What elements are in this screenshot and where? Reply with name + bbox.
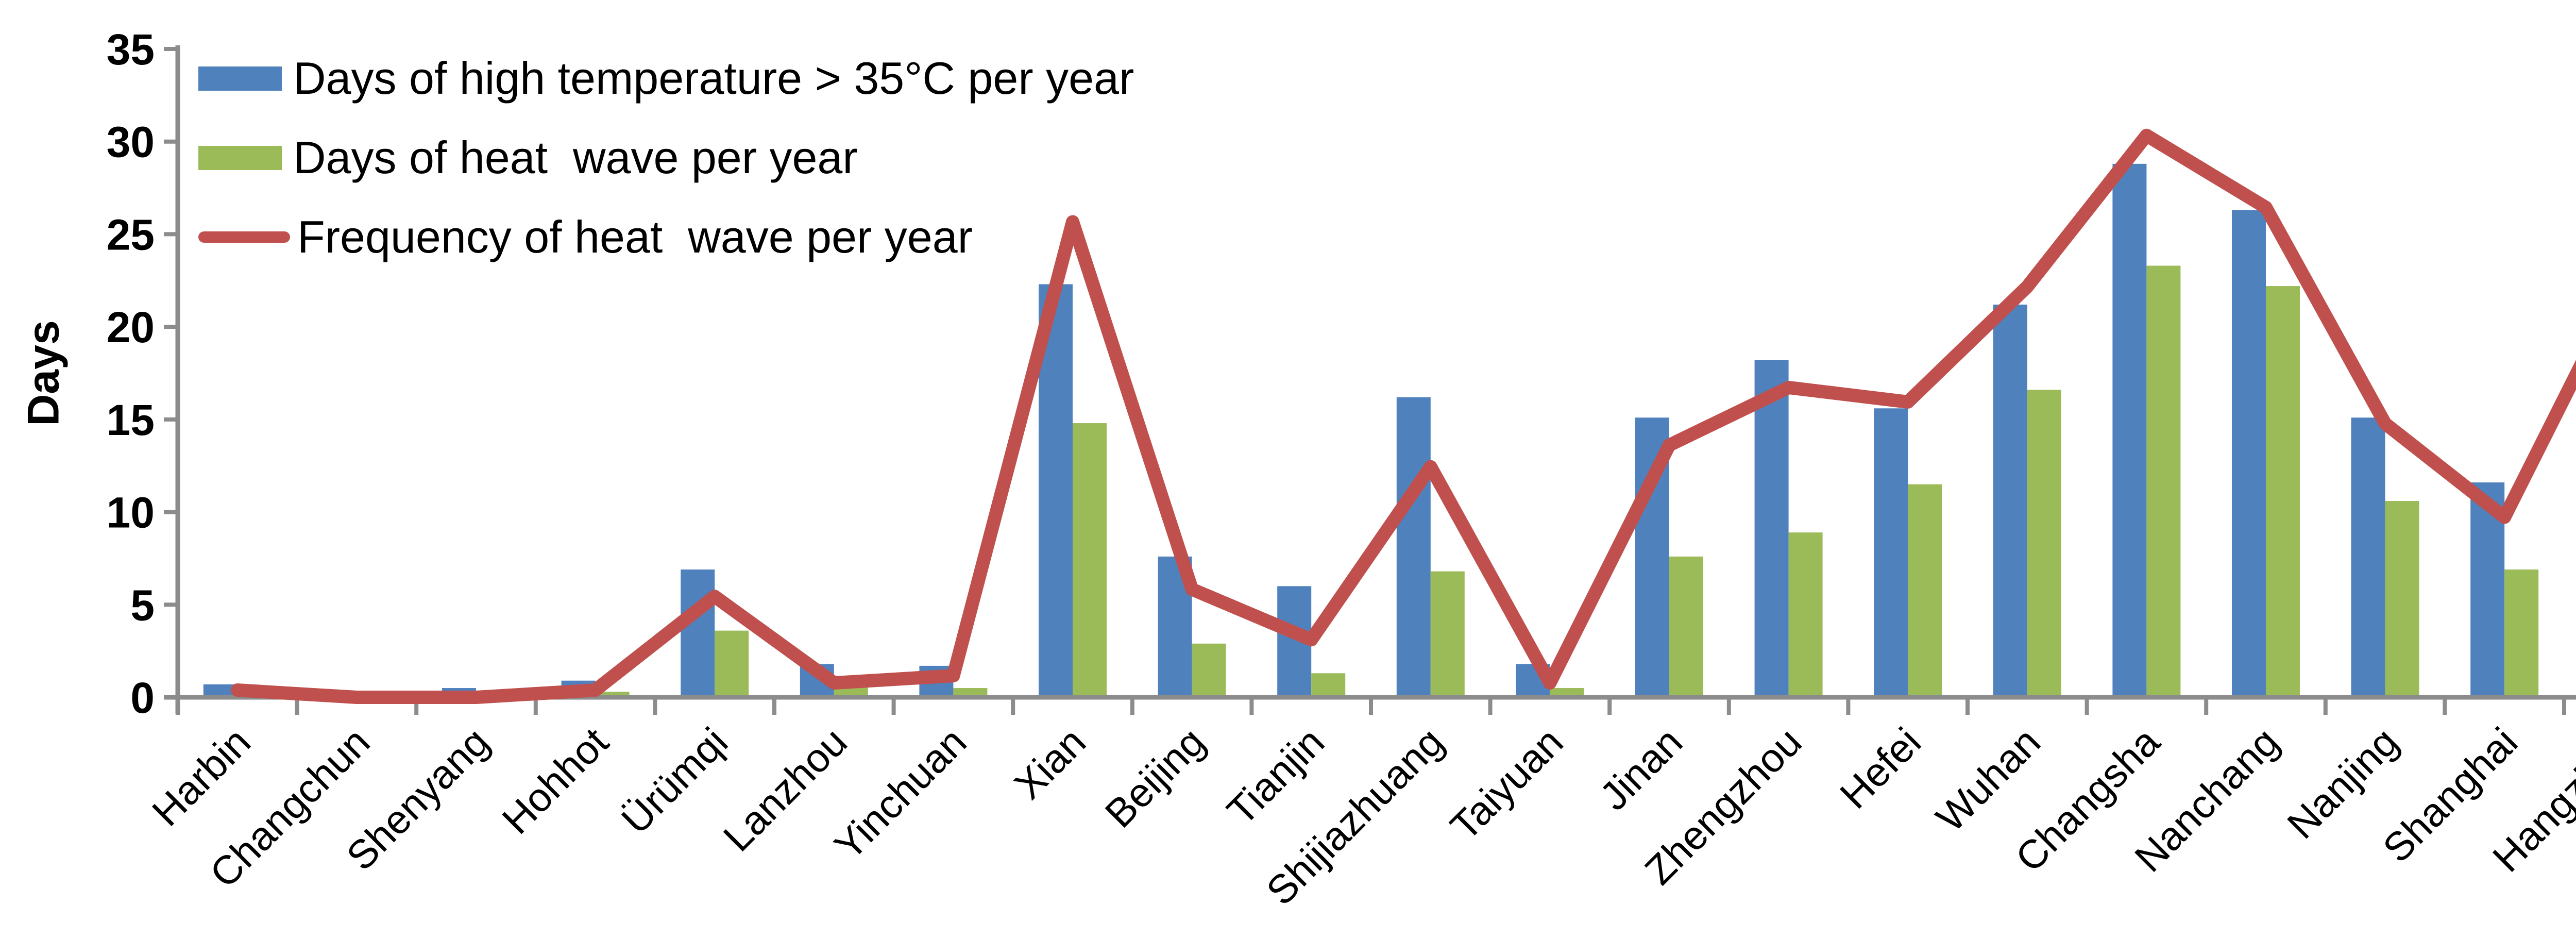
bar-high-temp-days (2351, 417, 2385, 697)
bar-heat-wave-days (1430, 571, 1465, 697)
y-left-tick-label: 10 (107, 489, 155, 537)
x-axis-category-label: Harbin (143, 719, 259, 835)
y-left-tick-label: 0 (130, 674, 155, 722)
bar-high-temp-days (1993, 305, 2027, 697)
legend-item-heat-wave-frequency: Frequency of heat wave per year (198, 197, 1134, 277)
bar-high-temp-days (681, 569, 715, 697)
x-axis-category-label: Hohhot (494, 719, 617, 843)
legend-label: Days of heat wave per year (293, 132, 858, 183)
bar-heat-wave-days (2027, 390, 2061, 697)
bar-heat-wave-days (1908, 484, 1942, 697)
bar-heat-wave-days (2146, 265, 2181, 697)
y-left-tick-label: 25 (107, 210, 155, 259)
bar-heat-wave-days (1788, 532, 1823, 697)
bar-heat-wave-days (1311, 673, 1346, 697)
bar-heat-wave-days (2504, 569, 2539, 697)
legend-item-heat-wave-days: Days of heat wave per year (198, 118, 1134, 197)
y-left-tick-label: 35 (107, 25, 155, 74)
x-axis-category-label: Hefei (1831, 719, 1929, 817)
bar-heat-wave-days (1669, 556, 1703, 697)
bar-high-temp-days (1874, 408, 1908, 697)
x-axis-category-label: Xian (1005, 719, 1094, 808)
green-bar-swatch-icon (198, 145, 282, 170)
legend-item-high-temp-days: Days of high temperature > 35°C per year (198, 39, 1134, 118)
red-line-swatch-icon (198, 231, 290, 243)
legend-label: Days of high temperature > 35°C per year (293, 53, 1134, 104)
bar-heat-wave-days (1073, 423, 1107, 697)
frequency-line (230, 128, 2576, 704)
x-axis-category-label: Beijing (1096, 719, 1214, 836)
bar-high-temp-days (1396, 397, 1431, 697)
bar-high-temp-days (1754, 360, 1789, 697)
bar-high-temp-days (2232, 210, 2266, 697)
blue-bar-swatch-icon (198, 66, 282, 91)
x-axis-category-label: Wuhan (1927, 719, 2049, 841)
x-axis-category-label: Ürümqi (613, 719, 736, 843)
bar-heat-wave-days (2385, 501, 2419, 697)
legend-label: Frequency of heat wave per year (297, 211, 973, 262)
x-axis-category-label: Tianjin (1218, 719, 1333, 834)
x-axis-category-label: Taiyuan (1442, 719, 1571, 849)
legend: Days of high temperature > 35°C per year… (198, 39, 1134, 277)
y-axis-title-left: Days (19, 320, 69, 426)
y-left-tick-label: 5 (130, 581, 155, 629)
x-axis-category-label: Yinchuan (825, 719, 975, 868)
y-left-tick-label: 20 (107, 303, 155, 351)
bar-heat-wave-days (1192, 643, 1226, 697)
y-left-tick-label: 30 (107, 118, 155, 166)
y-left-tick-label: 15 (107, 396, 155, 444)
x-axis-category-label: Jinan (1591, 719, 1691, 819)
bar-high-temp-days (2112, 163, 2147, 697)
bar-heat-wave-days (2266, 286, 2300, 697)
bar-heat-wave-days (715, 630, 749, 697)
bar-heat-wave-days (595, 692, 630, 697)
